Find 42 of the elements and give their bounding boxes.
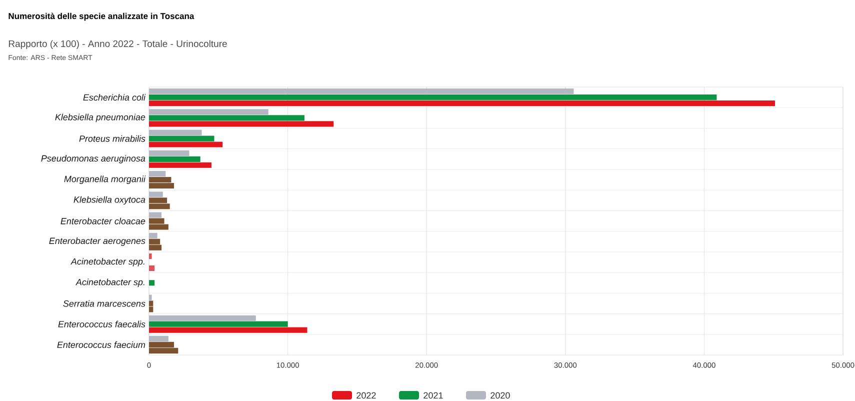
bar bbox=[149, 327, 308, 333]
bar bbox=[149, 162, 212, 168]
bar bbox=[149, 156, 200, 162]
legend-label: 2022 bbox=[356, 392, 376, 399]
y-tick-label: Klebsiella oxytoca bbox=[74, 196, 146, 205]
bar bbox=[149, 115, 304, 121]
bar bbox=[149, 88, 574, 94]
bar bbox=[149, 265, 155, 271]
y-tick-label: Acinetobacter sp. bbox=[76, 278, 144, 288]
bar bbox=[149, 109, 268, 115]
bar bbox=[149, 142, 223, 148]
bar bbox=[149, 315, 256, 321]
y-tick-label: Klebsiella pneumoniae bbox=[55, 114, 146, 122]
bar bbox=[149, 212, 162, 218]
y-tick-label: Enterobacter cloacae bbox=[60, 218, 146, 224]
legend-label: 2020 bbox=[490, 392, 510, 399]
y-tick-label: Enterococcus faecalis bbox=[58, 320, 146, 328]
bar bbox=[149, 232, 158, 238]
bar bbox=[149, 336, 168, 342]
bar bbox=[149, 130, 202, 136]
y-tick-label: Proteus mirabilis bbox=[79, 135, 146, 142]
bar bbox=[149, 150, 190, 156]
bar bbox=[149, 294, 152, 300]
bar bbox=[149, 321, 288, 327]
y-tick-label: Acinetobacter spp. bbox=[70, 258, 144, 266]
y-tick-label: Enterococcus faecium bbox=[57, 341, 146, 348]
bar bbox=[149, 121, 334, 127]
chart-title: Numerosità delle specie analizzate in Toscana bbox=[8, 12, 194, 21]
bar bbox=[149, 280, 155, 286]
y-tick-label: Morganella morganii bbox=[64, 176, 146, 184]
y-tick-label: Pseudomonas aeruginosa bbox=[41, 154, 146, 164]
y-tick-label: Escherichia coli bbox=[83, 94, 146, 101]
legend-label: 2021 bbox=[424, 392, 443, 399]
bar bbox=[149, 253, 152, 260]
chart-subtitle: Rapporto (x 100) - Anno 2022 - Totale - Urinocolture bbox=[8, 40, 227, 49]
y-tick-label: Enterobacter aerogenes bbox=[49, 237, 146, 246]
y-tick-label: Serratia marcescens bbox=[63, 300, 146, 307]
bar bbox=[149, 136, 214, 142]
bar bbox=[149, 100, 775, 106]
bar bbox=[149, 171, 166, 177]
bar bbox=[149, 94, 717, 100]
bar bbox=[149, 192, 163, 198]
